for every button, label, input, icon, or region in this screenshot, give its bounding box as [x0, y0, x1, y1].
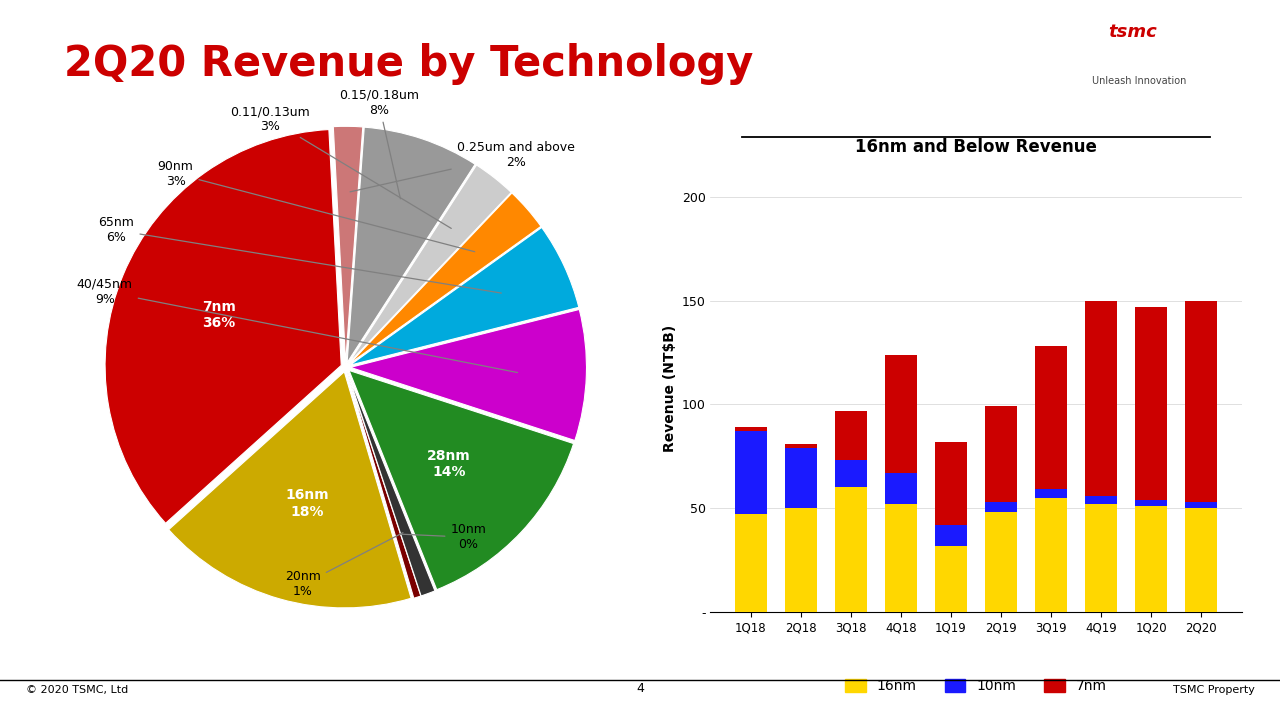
Bar	[735, 431, 767, 514]
Bar	[884, 354, 918, 473]
Y-axis label: Revenue (NT$B): Revenue (NT$B)	[663, 325, 677, 452]
Bar	[1085, 300, 1117, 496]
Bar	[735, 514, 767, 612]
Text: 0.25um and above
2%: 0.25um and above 2%	[351, 140, 575, 192]
Wedge shape	[169, 372, 411, 608]
Text: 0.15/0.18um
8%: 0.15/0.18um 8%	[339, 89, 419, 199]
Legend: 16nm, 10nm, 7nm: 16nm, 10nm, 7nm	[840, 674, 1112, 699]
Bar	[934, 442, 968, 525]
Text: 90nm
3%: 90nm 3%	[157, 160, 475, 252]
Wedge shape	[351, 310, 586, 441]
Wedge shape	[347, 127, 475, 363]
Bar	[1034, 498, 1068, 612]
Bar	[884, 473, 918, 504]
Wedge shape	[347, 372, 421, 598]
Wedge shape	[349, 228, 579, 365]
Bar	[1135, 307, 1167, 500]
Text: 2Q20 Revenue by Technology: 2Q20 Revenue by Technology	[64, 43, 754, 85]
Bar	[1085, 504, 1117, 612]
Text: 40/45nm
9%: 40/45nm 9%	[77, 278, 517, 372]
Title: 16nm and Below Revenue: 16nm and Below Revenue	[855, 138, 1097, 156]
Bar	[1185, 300, 1217, 502]
Bar	[785, 444, 817, 448]
Bar	[1085, 496, 1117, 504]
Bar	[884, 504, 918, 612]
Bar	[984, 502, 1018, 513]
Text: Unleash Innovation: Unleash Innovation	[1092, 76, 1187, 86]
Bar	[934, 525, 968, 546]
Text: 10nm
0%: 10nm 0%	[401, 523, 486, 552]
Text: 20nm
1%: 20nm 1%	[285, 533, 403, 598]
Text: 28nm
14%: 28nm 14%	[428, 449, 471, 479]
Bar	[1135, 500, 1167, 506]
Bar	[835, 460, 867, 487]
Text: © 2020 TSMC, Ltd: © 2020 TSMC, Ltd	[26, 685, 128, 695]
Text: 65nm
6%: 65nm 6%	[99, 216, 502, 293]
Text: 16nm
18%: 16nm 18%	[285, 488, 329, 518]
Text: 4: 4	[636, 682, 644, 695]
Wedge shape	[333, 126, 362, 362]
Text: TSMC Property: TSMC Property	[1172, 685, 1254, 695]
Bar	[1034, 346, 1068, 490]
Wedge shape	[348, 165, 511, 364]
Wedge shape	[349, 193, 541, 364]
Bar	[785, 508, 817, 612]
Bar	[735, 427, 767, 431]
Bar	[785, 448, 817, 508]
Bar	[1185, 508, 1217, 612]
Bar	[1185, 502, 1217, 508]
Wedge shape	[105, 130, 342, 523]
Bar	[1034, 490, 1068, 498]
Bar	[984, 513, 1018, 612]
Text: tsmc: tsmc	[1108, 23, 1157, 41]
Wedge shape	[347, 372, 435, 596]
Wedge shape	[349, 370, 573, 590]
Bar	[835, 487, 867, 612]
Bar	[934, 546, 968, 612]
Bar	[835, 410, 867, 460]
Bar	[984, 407, 1018, 502]
Text: 0.11/0.13um
3%: 0.11/0.13um 3%	[230, 105, 452, 228]
Text: 7nm
36%: 7nm 36%	[202, 300, 236, 330]
Bar	[1135, 506, 1167, 612]
